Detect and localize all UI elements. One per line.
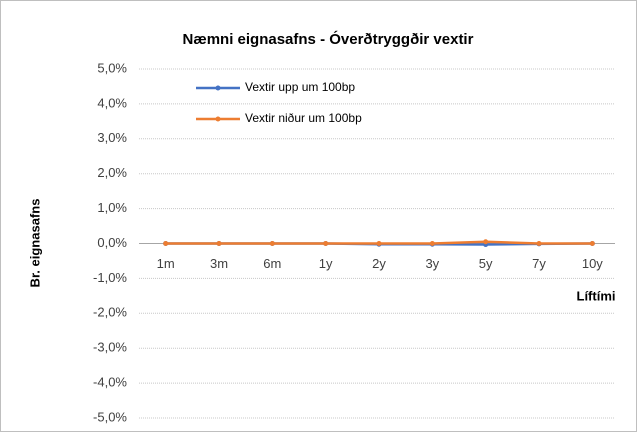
x-tick-label: 7y [532,256,546,271]
data-point [589,241,595,246]
y-tick-label: -5,0% [93,409,127,424]
x-tick-label: 1m [157,256,175,271]
data-point [163,241,169,246]
x-tick-label: 3m [210,256,228,271]
chart-title: Næmni eignasafns - Óverðtryggðir vextir [183,30,474,48]
y-tick-label: -4,0% [93,375,127,390]
legend-marker [215,85,221,91]
data-point [216,241,222,246]
y-tick-label: 0,0% [97,235,127,250]
x-tick-label: 10y [582,256,603,271]
x-tick-label: 3y [425,256,439,271]
x-tick-label: 2y [372,256,386,271]
y-tick-label: -1,0% [93,270,127,285]
y-tick-label: 2,0% [97,165,127,180]
x-tick-label: 5y [479,256,493,271]
y-axis-label: Br. eignasafns [27,199,42,288]
y-tick-label: 5,0% [97,60,127,75]
data-point [429,241,435,246]
y-tick-label: 3,0% [97,130,127,145]
y-tick-label: -3,0% [93,340,127,355]
legend-label: Vextir upp um 100bp [245,80,355,94]
data-point [323,241,329,246]
y-tick-label: -2,0% [93,305,127,320]
data-point [269,241,275,246]
data-point [376,241,382,246]
x-tick-label: 6m [263,256,281,271]
data-point [483,239,489,245]
x-axis-label: Líftími [577,288,616,303]
x-tick-label: 1y [319,256,333,271]
y-tick-label: 4,0% [97,95,127,110]
y-tick-label: 1,0% [97,200,127,215]
legend-marker [215,116,221,122]
legend-label: Vextir niður um 100bp [245,111,362,125]
data-point [536,241,542,246]
